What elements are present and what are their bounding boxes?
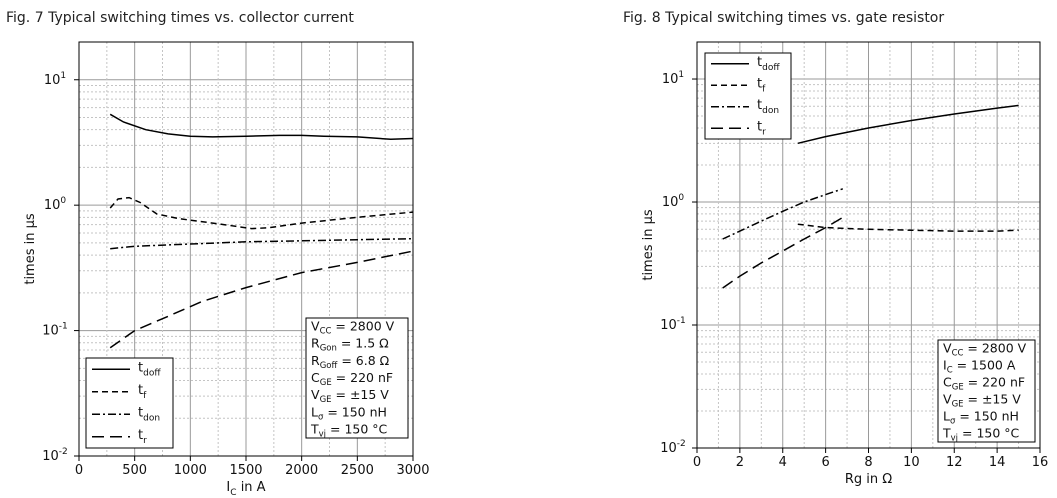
fig8-x-tick-label: 16 <box>1032 455 1049 470</box>
fig7-condition-line: RGoff = 6.8 Ω <box>311 353 390 371</box>
fig7-x-tick-label: 1500 <box>229 463 262 478</box>
fig8-y-tick-label: 101 <box>662 70 684 87</box>
fig8-series-t-doff-line <box>797 104 1019 145</box>
fig7-x-tick-label: 3000 <box>396 463 429 478</box>
fig7-condition-line: VCC = 2800 V <box>311 319 395 337</box>
fig7-y-tick-label: 10-2 <box>42 447 68 464</box>
fig7-x-axis-label: IC in A <box>226 480 265 498</box>
fig7-title: Fig. 7 Typical switching times vs. colle… <box>6 10 354 26</box>
fig7-condition-line: CGE = 220 nF <box>311 370 393 388</box>
fig8-conditions-box <box>937 339 1036 443</box>
fig7-conditions-box <box>305 317 409 439</box>
fig7-x-tick-label: 500 <box>122 463 147 478</box>
fig7-series-t-doff-line <box>109 113 414 141</box>
fig7-legend-label-f: tf <box>138 383 147 401</box>
fig8-legend-label-don: tdon <box>757 98 779 116</box>
fig7-condition-line: Tvj = 150 °C <box>310 421 388 439</box>
fig8-y-axis-label: times in µs <box>641 209 656 281</box>
fig8-y-tick-label: 100 <box>662 193 685 210</box>
fig8-condition-line: Tvj = 150 °C <box>942 426 1020 444</box>
fig8-condition-line: IC = 1500 A <box>943 358 1016 376</box>
fig7-y-tick-label: 100 <box>44 196 67 213</box>
fig8-condition-line: CGE = 220 nF <box>943 375 1025 393</box>
fig8-legend-label-r: tr <box>757 119 766 137</box>
fig7-series-t-f-line <box>109 196 414 230</box>
fig7-condition-line: VGE = ±15 V <box>311 387 389 405</box>
fig8-legend-label-f: tf <box>757 76 766 94</box>
fig7-y-tick-label: 10-1 <box>42 322 68 339</box>
fig8-chart: 0 2 4 6 8 10 12 14 16 10-2 10-1 100 101 Rg in Ω times … <box>641 41 1049 487</box>
fig8-condition-line: VGE = ±15 V <box>943 392 1021 410</box>
fig7-legend-label-r: tr <box>138 428 147 446</box>
fig8-legend-label-doff: tdoff <box>757 55 780 73</box>
fig7-x-tick-label: 1000 <box>174 463 207 478</box>
fig7-y-axis-label: times in µs <box>23 213 38 285</box>
fig8-x-tick-label: 2 <box>736 455 744 470</box>
fig8-x-tick-label: 10 <box>903 455 920 470</box>
fig7-legend-label-don: tdon <box>138 405 160 423</box>
fig8-series-t-don-line <box>722 188 844 240</box>
fig8-condition-line: Lσ = 150 nH <box>943 409 1019 427</box>
fig8-x-tick-label: 6 <box>821 455 829 470</box>
fig7-legend-label-doff: tdoff <box>138 360 161 378</box>
fig8-x-tick-label: 4 <box>779 455 787 470</box>
fig7-series-t-r-line <box>109 250 414 349</box>
fig8-y-tick-label: 10-2 <box>660 439 686 456</box>
fig8-x-tick-label: 8 <box>864 455 872 470</box>
fig7-legend-box <box>85 357 174 449</box>
fig8-title: Fig. 8 Typical switching times vs. gate … <box>623 10 945 26</box>
fig7-y-tick-label: 101 <box>44 71 66 88</box>
fig8-legend-box <box>704 52 792 140</box>
fig8-x-tick-label: 12 <box>946 455 963 470</box>
fig7-x-tick-label: 2500 <box>341 463 374 478</box>
fig8-series-t-f-line <box>797 223 1019 232</box>
fig7-condition-line: RGon = 1.5 Ω <box>311 336 389 354</box>
fig7-x-tick-label: 0 <box>75 463 83 478</box>
fig8-x-axis-label: Rg in Ω <box>845 472 892 487</box>
fig8-x-tick-label: 14 <box>989 455 1006 470</box>
fig8-series-t-r-line <box>722 216 844 289</box>
fig7-condition-line: Lσ = 150 nH <box>311 404 387 422</box>
fig7-x-tick-label: 2000 <box>285 463 318 478</box>
fig7-series-t-don-line <box>110 237 414 250</box>
fig8-x-tick-label: 0 <box>693 455 701 470</box>
fig8-condition-line: VCC = 2800 V <box>943 341 1027 359</box>
fig7-chart: 0 500 1000 1500 2000 2500 3000 10-2 10-1 100 101 IC… <box>23 41 430 498</box>
fig8-y-tick-label: 10-1 <box>660 316 686 333</box>
